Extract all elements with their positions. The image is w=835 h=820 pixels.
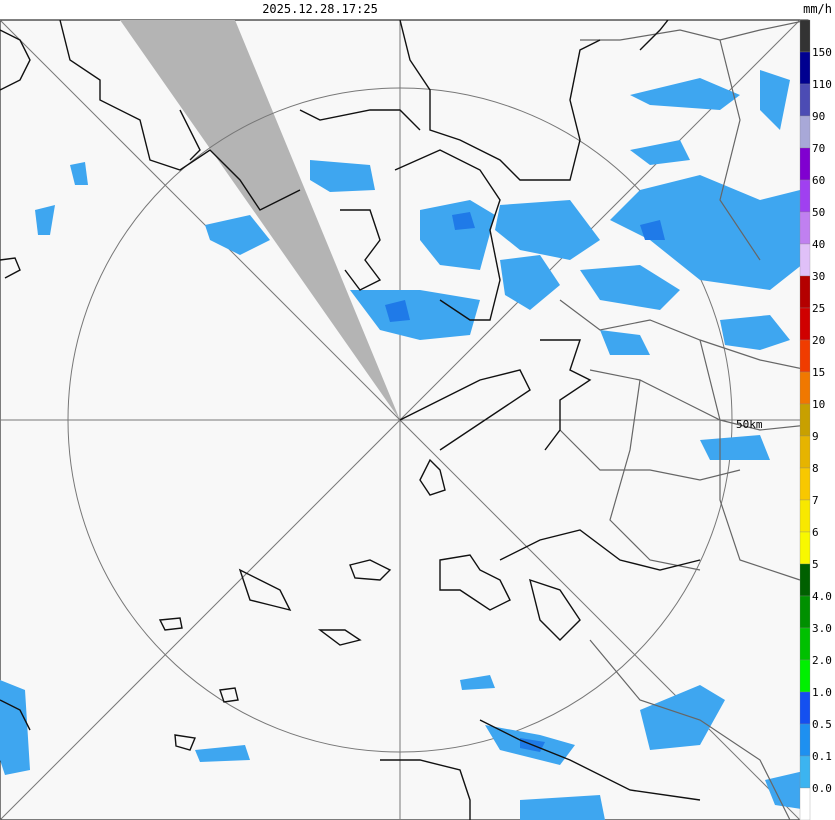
range-label: 50km [736,418,763,431]
scale-swatch [799,755,811,789]
scale-label: 5 [812,558,819,571]
blocked-sector [120,20,400,420]
scale-label: 6 [812,526,819,539]
scale-swatch [799,179,811,213]
scale-swatch [799,211,811,245]
borders [559,20,808,820]
scale-swatch [799,499,811,533]
scale-swatch [799,275,811,309]
scale-label: 7 [812,494,819,507]
scale-label: 20 [812,334,825,347]
scale-label: 15 [812,366,825,379]
scale-swatch [799,659,811,693]
scale-label: 110 [812,78,832,91]
scale-swatch [799,339,811,373]
precipitation [0,70,808,820]
scale-swatch [799,115,811,149]
scale-label: 40 [812,238,825,251]
scale-label: 9 [812,430,819,443]
scale-label: 50 [812,206,825,219]
scale-swatch [799,627,811,661]
scale-label: 60 [812,174,825,187]
scale-swatch [799,723,811,757]
coastline [0,20,701,820]
scale-swatch [799,371,811,405]
scale-swatch [799,435,811,469]
scale-swatch [799,19,811,53]
timestamp: 2025.12.28.17:25 [262,2,378,16]
scale-label: 150 [812,46,832,59]
scale-label: 0.1 [812,750,832,763]
scale-label: 10 [812,398,825,411]
scale-swatch [799,531,811,565]
scale-swatch [799,51,811,85]
scale-label: 0.0 [812,782,832,795]
unit-label: mm/h [803,2,832,16]
scale-label: 4.0 [812,590,832,603]
scale-swatch [799,403,811,437]
scale-swatch [799,787,811,820]
color-scale: 150 110 90 70 60 50 40 30 25 20 15 10 9 8 7 6 5 4.0 3.0 2.0… [799,19,832,820]
map: 50km [0,19,809,820]
scale-swatch [799,243,811,277]
scale-label: 25 [812,302,825,315]
scale-label: 0.5 [812,718,832,731]
scale-swatch [799,563,811,597]
scale-swatch [799,83,811,117]
scale-swatch [799,147,811,181]
scale-label: 30 [812,270,825,283]
scale-label: 1.0 [812,686,832,699]
scale-swatch [799,307,811,341]
scale-swatch [799,595,811,629]
scale-swatch [799,467,811,501]
scale-swatch [799,691,811,725]
scale-label: 3.0 [812,622,832,635]
scale-label: 90 [812,110,825,123]
scale-label: 2.0 [812,654,832,667]
scale-label: 8 [812,462,819,475]
scale-label: 70 [812,142,825,155]
